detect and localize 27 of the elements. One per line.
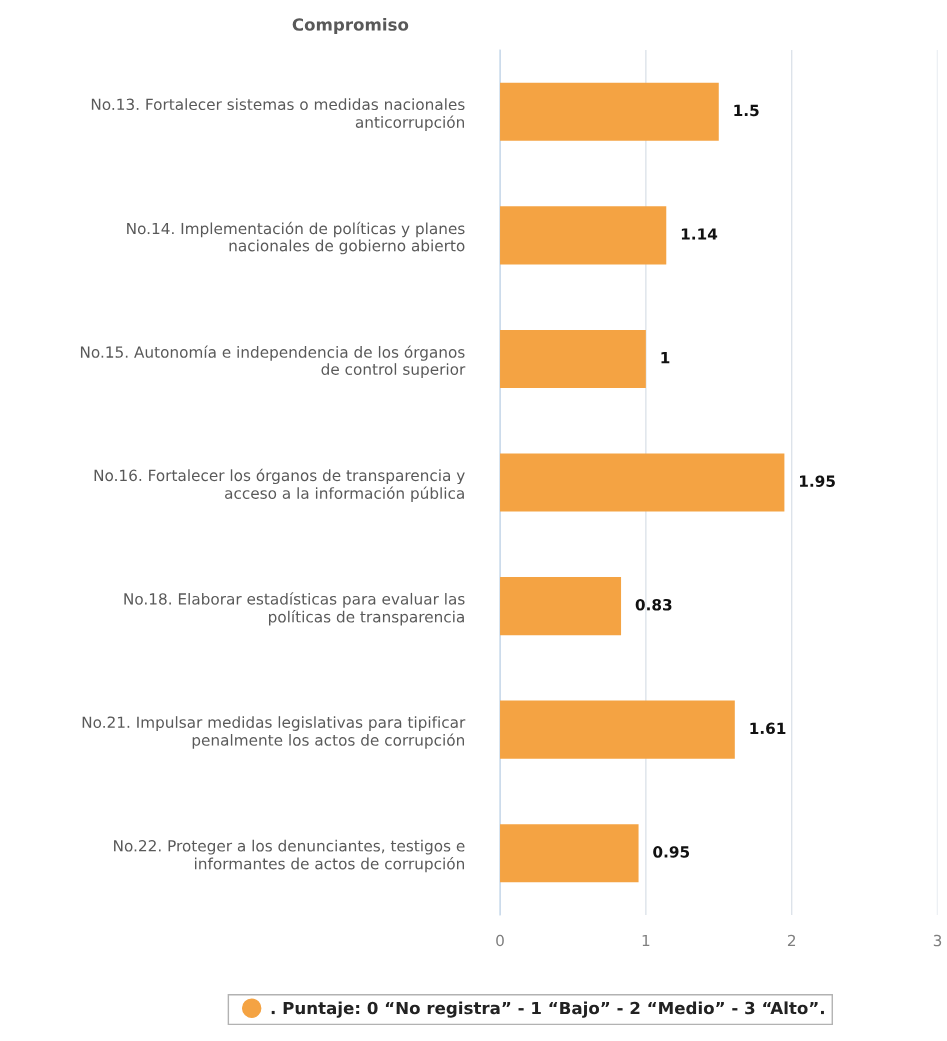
- bar: [500, 453, 785, 512]
- y-tick-label: No.18. Elaborar estadísticas para evaluar las políticas de transparencia: [124, 592, 465, 626]
- bar: [500, 82, 719, 141]
- bar: [500, 824, 639, 883]
- y-tick-label: No.14. Implementación de políticas y planes nacionales de gobierno abierto: [127, 221, 465, 255]
- legend-label: . Puntaje: 0 “No registra” - 1 “Bajo” - 2 “Medio” - 3 “Alto”.: [271, 1001, 824, 1018]
- data-label: 0.83: [635, 598, 672, 611]
- y-tick-label: No.15. Autonomía e independencia de los órganos de control superior: [80, 345, 466, 378]
- x-tick-label: 1: [642, 934, 650, 947]
- data-label: 1.95: [800, 475, 835, 487]
- y-tick-label: No.13. Fortalecer sistemas o medidas nacionales anticorrupción: [91, 98, 465, 131]
- bar: [500, 206, 667, 265]
- data-label: 0.95: [653, 846, 690, 858]
- data-label: 1.5: [734, 104, 759, 117]
- y-axis-title: Compromiso: [292, 17, 409, 35]
- data-label: 1.14: [681, 228, 718, 240]
- x-tick-label: 3: [933, 934, 942, 947]
- x-tick-label: 0: [496, 934, 504, 947]
- data-label: 1.61: [750, 722, 786, 735]
- data-label: 1: [661, 352, 670, 364]
- bar: [500, 577, 622, 636]
- bar: [500, 329, 646, 388]
- y-tick-label: No.21. Impulsar medidas legislativas para tipificar penalmente los actos de corrupción: [82, 716, 466, 749]
- bar: [500, 700, 735, 759]
- y-tick-label: No.16. Fortalecer los órganos de transparencia y acceso a la información pública: [94, 468, 465, 502]
- x-tick-label: 2: [787, 934, 796, 947]
- y-tick-label: No.22. Proteger a los denunciantes, testigos e informantes de actos de corrupción: [114, 839, 465, 873]
